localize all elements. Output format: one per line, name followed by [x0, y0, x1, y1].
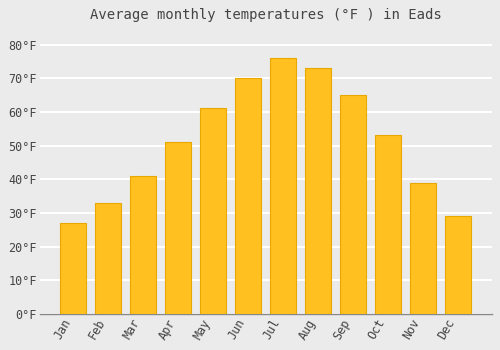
- Bar: [375, 135, 401, 314]
- Bar: [200, 108, 226, 314]
- Bar: [340, 95, 366, 314]
- Bar: [95, 203, 122, 314]
- Bar: [270, 58, 296, 314]
- Bar: [305, 68, 331, 314]
- Bar: [235, 78, 262, 314]
- Bar: [410, 183, 436, 314]
- Bar: [60, 223, 86, 314]
- Bar: [445, 216, 471, 314]
- Bar: [165, 142, 192, 314]
- Title: Average monthly temperatures (°F ) in Eads: Average monthly temperatures (°F ) in Ea…: [90, 8, 442, 22]
- Bar: [130, 176, 156, 314]
